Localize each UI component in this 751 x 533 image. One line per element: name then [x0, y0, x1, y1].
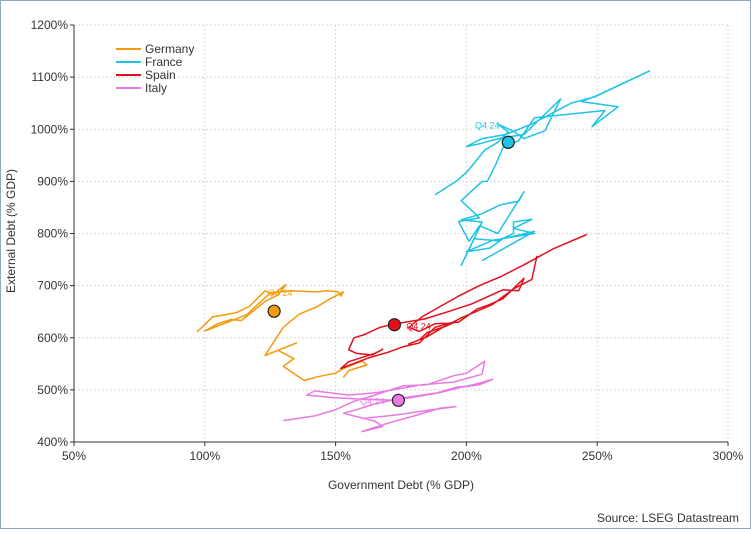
end-label-france: Q4 24 — [475, 120, 500, 130]
x-tick-label: 200% — [451, 449, 482, 463]
end-label-spain: Q4 24 — [406, 322, 431, 332]
x-tick-label: 50% — [62, 449, 86, 463]
x-tick-label: 150% — [320, 449, 351, 463]
x-tick-label: 300% — [713, 449, 744, 463]
y-tick-label: 1200% — [31, 18, 69, 32]
legend-label-france: France — [145, 55, 183, 69]
series-line-france — [434, 70, 651, 267]
end-marker-italy — [391, 393, 405, 407]
source-note: Source: LSEG Datastream — [597, 511, 739, 525]
axes — [70, 24, 729, 446]
grid — [74, 24, 729, 442]
x-tick-label: 250% — [582, 449, 613, 463]
end-label-italy: Q4 24 — [360, 396, 385, 406]
end-marker-spain — [387, 318, 402, 332]
end-markers: Q4 24 Q4 24 Q4 24 Q4 24 — [267, 120, 515, 407]
end-marker-france — [501, 135, 515, 149]
y-tick-label: 900% — [37, 174, 68, 188]
x-tick-label: 100% — [189, 449, 220, 463]
legend-label-spain: Spain — [145, 68, 176, 82]
series-line-germany — [196, 283, 368, 382]
x-axis-label: Government Debt (% GDP) — [328, 478, 474, 492]
tick-labels: 50% 100% 150% 200% 250% 300% 400% 500% 600% 700% 8… — [31, 18, 744, 463]
y-tick-label: 1000% — [31, 122, 69, 136]
y-tick-label: 700% — [37, 279, 68, 293]
series-layer — [196, 70, 651, 433]
y-tick-label: 1100% — [32, 70, 69, 84]
y-tick-label: 400% — [37, 435, 68, 449]
end-marker-germany — [267, 304, 281, 318]
y-tick-label: 500% — [37, 383, 68, 397]
series-line-italy — [283, 360, 494, 433]
y-tick-label: 600% — [37, 331, 68, 345]
series-line-spain — [340, 233, 587, 370]
legend-label-germany: Germany — [145, 42, 194, 56]
y-axis-label: External Debt (% GDP) — [4, 169, 18, 293]
end-label-germany: Q4 24 — [268, 288, 293, 298]
legend-label-italy: Italy — [145, 81, 167, 95]
y-tick-label: 800% — [37, 227, 68, 241]
